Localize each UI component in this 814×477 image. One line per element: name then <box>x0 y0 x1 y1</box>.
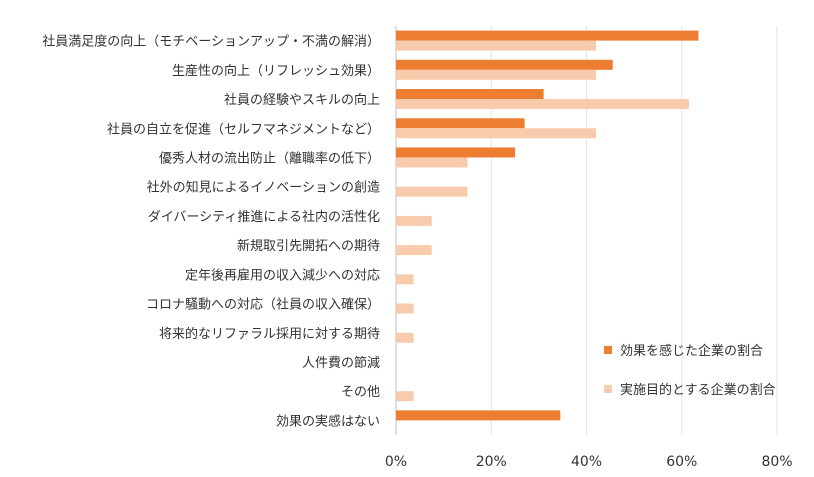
gridlines <box>395 26 778 435</box>
bar-purpose <box>396 391 414 402</box>
bar-effect <box>396 147 516 158</box>
bar-purpose <box>396 245 432 256</box>
bar-purpose <box>396 69 597 80</box>
x-tick-label: 20% <box>476 454 507 470</box>
category-label: 定年後再雇用の収入減少への対応 <box>185 267 380 283</box>
bar-effect <box>396 410 561 421</box>
x-tick-label: 40% <box>571 454 602 470</box>
x-tick-label: 60% <box>666 454 697 470</box>
bar-purpose <box>396 40 597 51</box>
legend-label: 効果を感じた企業の割合 <box>620 343 763 359</box>
category-label: 新規取引先開拓への期待 <box>237 238 380 254</box>
bar-purpose <box>396 274 414 285</box>
bar-effect <box>396 59 613 70</box>
bar-purpose <box>396 157 468 168</box>
x-tick-label: 0% <box>385 454 407 470</box>
category-label: 社員の自立を促進（セルフマネジメントなど） <box>107 121 380 137</box>
bar-effect <box>396 89 544 100</box>
bar-effect <box>396 118 525 129</box>
bar-purpose <box>396 332 414 343</box>
category-label: 生産性の向上（リフレッシュ効果） <box>172 63 380 79</box>
category-label: 社員の経験やスキルの向上 <box>224 92 380 108</box>
bar-purpose <box>396 99 689 110</box>
category-label: その他 <box>341 385 380 400</box>
category-label: 人件費の節減 <box>302 355 380 371</box>
bars <box>396 30 699 421</box>
category-label: 社員満足度の向上（モチベーションアップ・不満の解消） <box>42 34 380 50</box>
legend-swatch <box>604 385 612 393</box>
category-label: 社外の知見によるイノベーションの創造 <box>147 180 380 196</box>
x-tick-label: 80% <box>761 454 792 470</box>
bar-purpose <box>396 186 468 197</box>
bar-purpose <box>396 128 597 139</box>
x-axis-ticks: 0% 20% 40% 60% 80% <box>385 454 793 470</box>
category-label: 将来的なリファラル採用に対する期待 <box>159 326 380 342</box>
category-label: コロナ騒動への対応（社員の収入確保） <box>146 297 380 313</box>
category-labels: 社員満足度の向上（モチベーションアップ・不満の解消） 生産性の向上（リフレッシュ効… <box>42 34 380 430</box>
bar-purpose <box>396 215 432 226</box>
legend-label: 実施目的とする企業の割合 <box>620 382 776 398</box>
category-label: 効果の実感はない <box>276 413 380 429</box>
bar-effect <box>396 30 699 41</box>
category-label: ダイバーシティ推進による社内の活性化 <box>148 209 380 225</box>
category-label: 優秀人材の流出防止（離職率の低下） <box>159 150 380 166</box>
bar-purpose <box>396 303 414 314</box>
legend-swatch <box>604 346 612 354</box>
